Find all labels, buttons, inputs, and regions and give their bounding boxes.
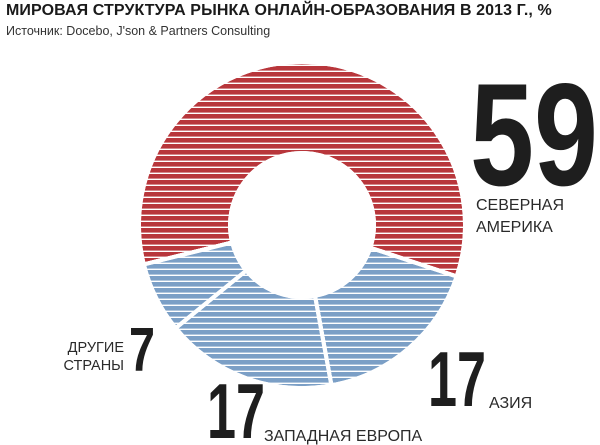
value-asia: 17 (428, 335, 486, 423)
label-other-countries-line1: ДРУГИЕ (68, 340, 125, 356)
chart-title: МИРОВАЯ СТРУКТУРА РЫНКА ОНЛАЙН-ОБРАЗОВАН… (6, 2, 552, 19)
label-asia: АЗИЯ (489, 395, 532, 412)
slice-other-countries-stripes (141, 240, 249, 331)
donut-slices (137, 60, 467, 390)
value-north-america: 59 (470, 53, 598, 216)
label-north-america-line2: АМЕРИКА (476, 219, 553, 236)
slice-north-america-stripes (137, 60, 467, 279)
label-western-europe: ЗАПАДНАЯ ЕВРОПА (264, 428, 423, 445)
value-other-countries: 7 (129, 316, 155, 385)
label-other-countries-line2: СТРАНЫ (63, 358, 124, 374)
slice-western-europe-stripes (173, 268, 334, 390)
chart-source: Источник: Docebo, J'son & Partners Consu… (6, 24, 271, 38)
slice-asia-stripes (312, 245, 459, 388)
value-western-europe: 17 (207, 367, 265, 445)
label-north-america-line1: СЕВЕРНАЯ (476, 197, 564, 214)
